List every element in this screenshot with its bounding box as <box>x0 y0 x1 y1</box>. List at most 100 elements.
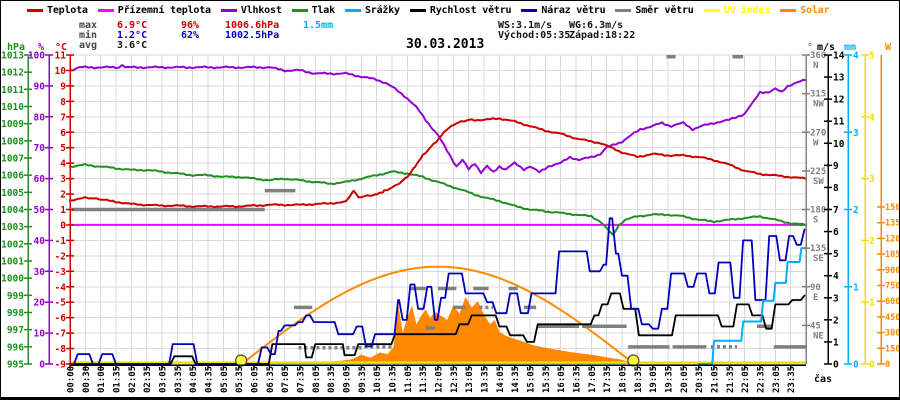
axis-text: 995 <box>7 360 24 371</box>
temperature-line <box>69 117 807 209</box>
axis-text: 10:05 <box>373 366 383 393</box>
axis-text: čas <box>814 373 832 385</box>
axis-text: 08:05 <box>312 366 322 393</box>
axis-text: 17:05 <box>588 366 598 393</box>
min-label: min <box>79 30 98 41</box>
axis-text: mm <box>844 42 856 53</box>
axis-text: 45 <box>810 321 821 331</box>
axis-text: 11:35 <box>419 366 429 393</box>
wind-sun-panel: WS:3.1m/s WG:6.3m/s Východ:05:35Západ:18:… <box>498 21 635 41</box>
axis-text: 2 <box>60 190 66 201</box>
wind-speed-line <box>69 292 806 365</box>
min-humidity: 62% <box>181 30 200 41</box>
axis-text: 996 <box>7 342 24 353</box>
axis-text: 1001 <box>1 257 24 268</box>
legend-label: Směr větru <box>635 5 694 16</box>
humidity-line <box>69 64 807 175</box>
axis-text: 21:35 <box>726 366 736 393</box>
axis-text: 1009 <box>1 119 24 130</box>
axis-text: 80 <box>34 112 46 123</box>
axis-text: 9 <box>833 161 839 172</box>
wind-gust-stat: WG:6.3m/s <box>569 20 624 31</box>
axis-text: 05:05 <box>220 366 230 393</box>
axis-text: S <box>813 216 818 226</box>
axis-text: 50 <box>34 205 46 216</box>
axis-text: 998 <box>7 308 24 319</box>
axis-text: 13:35 <box>481 366 491 393</box>
axis-text: 4 <box>833 271 839 282</box>
pressure-line <box>69 163 807 236</box>
legend-item: Teplota <box>27 5 88 16</box>
legend-item: Přízemní teplota <box>97 5 211 16</box>
axis-text: 1500 <box>885 203 900 213</box>
axis-text: 10:35 <box>389 366 399 393</box>
axis-text: 997 <box>7 325 24 336</box>
axis-text: 180 <box>810 206 826 216</box>
axis-text: 11:05 <box>404 366 414 393</box>
axis-text: 360 <box>810 51 826 61</box>
axis-text: 90 <box>34 81 46 92</box>
axis-text: 2 <box>833 315 839 326</box>
axis-text: W <box>813 138 819 148</box>
axis-text: -8 <box>55 344 67 355</box>
axis-text: 100 <box>28 51 45 62</box>
legend-item: Rychlost větru <box>409 5 512 16</box>
legend-label: Srážky <box>364 5 400 16</box>
axis-text: -1 <box>55 236 67 247</box>
axis-text: 13 <box>833 73 845 84</box>
axis-text: ° <box>807 42 813 53</box>
legend-label: Solar <box>800 5 830 16</box>
rain-cumulative-line <box>697 247 807 365</box>
axis-text: 23:35 <box>787 366 797 393</box>
axis-text: 1 <box>60 205 66 216</box>
axis-text: 5 <box>869 51 875 62</box>
axis-text: 0 <box>853 360 859 371</box>
axis-text: 16:05 <box>557 366 567 393</box>
axis-text: 10 <box>833 139 845 150</box>
axis-text: 18:35 <box>634 366 644 393</box>
axis-text: 12:05 <box>435 366 445 393</box>
max-temperature: 6.9°C <box>117 20 148 31</box>
axis-text: 6 <box>833 227 839 238</box>
axis-text: 13:05 <box>465 366 475 393</box>
legend-label: Tlak <box>311 5 335 16</box>
axis-text: 5 <box>60 143 66 154</box>
axis-text: 1350 <box>885 219 900 229</box>
axis-text: SE <box>813 254 824 264</box>
axis-text: 7 <box>833 205 839 216</box>
axis-text: 14:05 <box>496 366 506 393</box>
axis-text: 600 <box>885 297 900 307</box>
axis-text: NW <box>813 100 824 110</box>
axis-text: 750 <box>885 282 900 292</box>
chart-date-title: 30.03.2013 <box>406 37 485 52</box>
axis-text: 11 <box>833 117 845 128</box>
axis-text: 1005 <box>1 188 24 199</box>
axis-text: 12 <box>833 95 844 106</box>
sun-markers <box>235 354 640 367</box>
axis-text: 01:00 <box>97 366 107 393</box>
axis-text: 15:35 <box>542 366 552 393</box>
legend-label: UV index <box>723 5 771 16</box>
solar-area <box>240 265 641 365</box>
min-temperature: 1.2°C <box>117 30 148 41</box>
axis-text: 2 <box>869 236 875 247</box>
axis-text: 1 <box>869 298 875 309</box>
stats-row-avg: avg 3.6°C <box>79 41 333 51</box>
axis-text: 7 <box>60 112 66 123</box>
axis-text: 3 <box>853 128 859 139</box>
axis-text: 11 <box>55 51 67 62</box>
axis-text: -9 <box>55 360 67 371</box>
axis-text: 09:35 <box>358 366 368 393</box>
legend-label: Vlhkost <box>240 5 282 16</box>
axis-text: E <box>813 293 818 303</box>
axes: 9959969979989991000100110021003100410051… <box>1 42 900 371</box>
wind-speed-stat: WS:3.1m/s <box>498 20 553 31</box>
axis-text: 999 <box>7 291 24 302</box>
max-label: max <box>79 20 98 31</box>
axis-text: N <box>813 61 818 71</box>
legend-label: Rychlost větru <box>429 5 512 16</box>
legend-color-dash <box>27 9 43 12</box>
axis-text: 20:05 <box>680 366 690 393</box>
axis-text: 1008 <box>1 136 24 147</box>
